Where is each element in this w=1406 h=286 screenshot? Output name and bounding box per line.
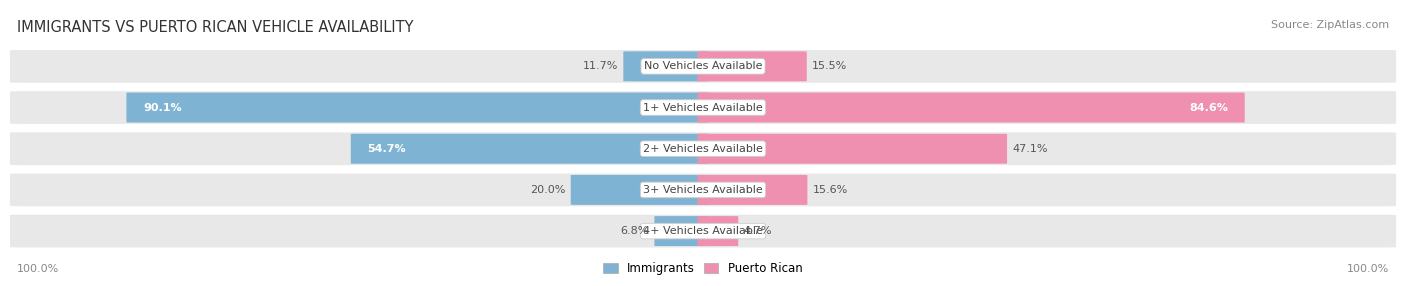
FancyBboxPatch shape [697,134,1007,164]
Text: 6.8%: 6.8% [620,226,650,236]
Text: IMMIGRANTS VS PUERTO RICAN VEHICLE AVAILABILITY: IMMIGRANTS VS PUERTO RICAN VEHICLE AVAIL… [17,20,413,35]
FancyBboxPatch shape [623,51,709,81]
Text: Source: ZipAtlas.com: Source: ZipAtlas.com [1271,20,1389,30]
Text: 47.1%: 47.1% [1012,144,1047,154]
FancyBboxPatch shape [10,132,1396,165]
Text: 15.5%: 15.5% [813,61,848,71]
Text: 20.0%: 20.0% [530,185,565,195]
Text: 4.7%: 4.7% [744,226,772,236]
Text: 3+ Vehicles Available: 3+ Vehicles Available [643,185,763,195]
FancyBboxPatch shape [350,134,709,164]
FancyBboxPatch shape [10,50,1396,83]
FancyBboxPatch shape [10,91,1396,124]
FancyBboxPatch shape [697,175,807,205]
Text: 4+ Vehicles Available: 4+ Vehicles Available [643,226,763,236]
FancyBboxPatch shape [697,93,1244,122]
FancyBboxPatch shape [10,174,1396,206]
FancyBboxPatch shape [10,215,1396,247]
Text: 84.6%: 84.6% [1189,103,1229,112]
Legend: Immigrants, Puerto Rican: Immigrants, Puerto Rican [599,258,807,280]
FancyBboxPatch shape [571,175,709,205]
Text: 100.0%: 100.0% [1347,264,1389,274]
Text: 11.7%: 11.7% [582,61,617,71]
Text: 15.6%: 15.6% [813,185,848,195]
Text: 1+ Vehicles Available: 1+ Vehicles Available [643,103,763,112]
FancyBboxPatch shape [697,51,807,81]
FancyBboxPatch shape [654,216,709,246]
Text: 100.0%: 100.0% [17,264,59,274]
Text: 90.1%: 90.1% [143,103,181,112]
Text: 2+ Vehicles Available: 2+ Vehicles Available [643,144,763,154]
FancyBboxPatch shape [127,93,709,122]
Text: 54.7%: 54.7% [367,144,406,154]
Text: No Vehicles Available: No Vehicles Available [644,61,762,71]
FancyBboxPatch shape [697,216,738,246]
